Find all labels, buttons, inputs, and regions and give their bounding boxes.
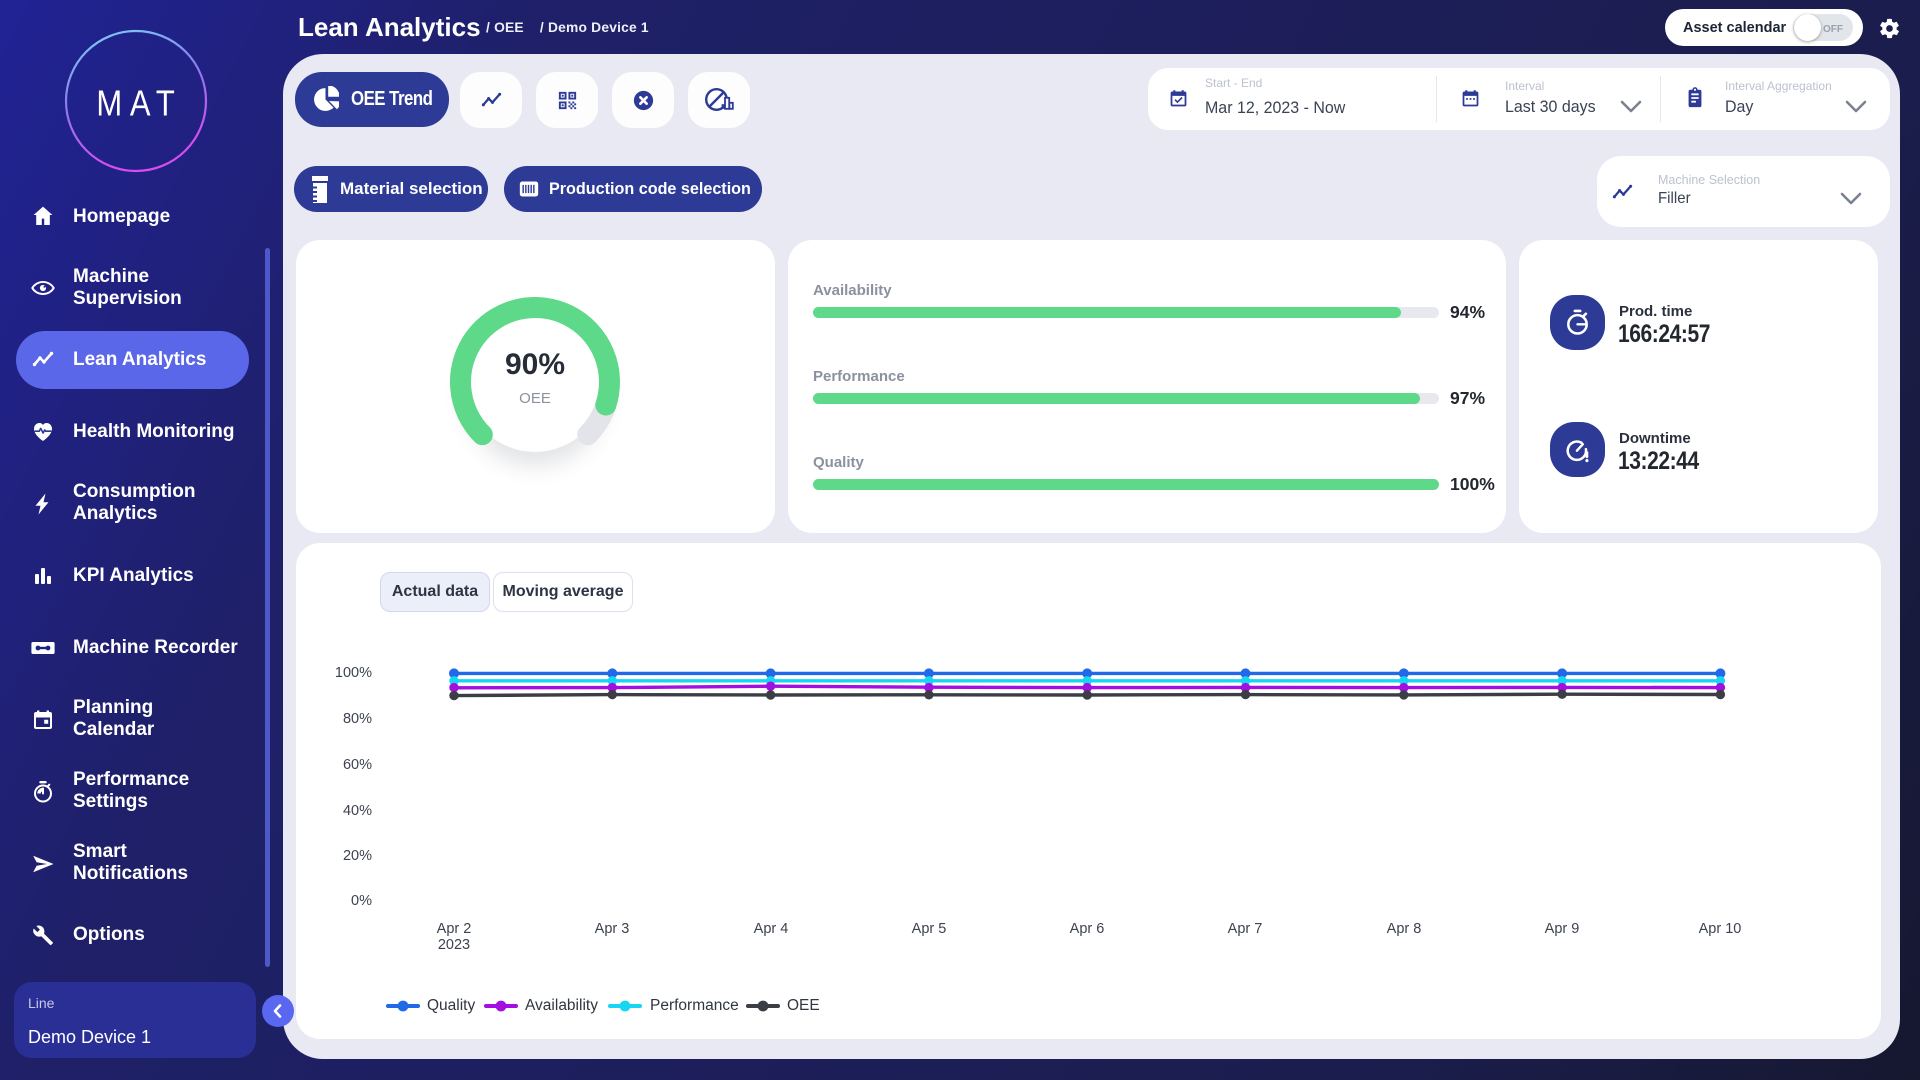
svg-text:MAT: MAT: [96, 84, 182, 124]
